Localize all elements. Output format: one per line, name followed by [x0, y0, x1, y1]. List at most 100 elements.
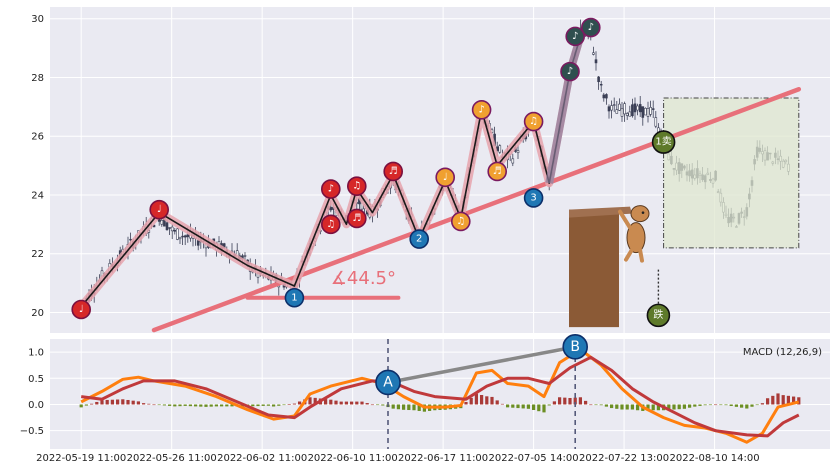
candle-body [612, 104, 616, 106]
candle-body [170, 226, 174, 232]
histogram-bar [157, 404, 161, 406]
candle-body [178, 236, 182, 240]
histogram-bar [199, 404, 203, 407]
histogram-bar [121, 399, 125, 405]
histogram-bar [402, 404, 406, 410]
histogram-bar [344, 401, 348, 405]
wave-marker-dot [435, 167, 456, 188]
histogram-bar [230, 404, 234, 407]
wave-marker-dot [71, 299, 91, 320]
cliff-icon [569, 206, 632, 328]
dog-arm [618, 209, 632, 230]
wave-marker-label: ♪ [478, 104, 484, 115]
histogram-bar [334, 400, 338, 405]
histogram-bar [495, 400, 499, 405]
candle-body [599, 84, 603, 86]
histogram-bar [396, 404, 400, 410]
histogram-bar [604, 404, 608, 407]
dog-body [626, 222, 646, 254]
price-ytick-label: 22 [31, 249, 44, 260]
histogram-bar [360, 401, 364, 405]
candle-body [597, 76, 600, 83]
histogram-bar [365, 403, 369, 405]
wave-marker-dot [471, 99, 492, 120]
wave-marker-label: ♬ [352, 213, 361, 224]
wave-marker: ♫ [523, 111, 544, 132]
histogram-bar [719, 404, 723, 406]
histogram-bar [547, 404, 551, 406]
histogram-bar [636, 404, 640, 411]
wave-marker-dot [409, 229, 430, 249]
wave-marker-dot [523, 188, 544, 208]
histogram-bar [511, 404, 515, 408]
histogram-bar [485, 396, 489, 405]
histogram-bar [407, 404, 411, 411]
histogram-bar [147, 403, 151, 405]
x-tick-label: 2022-05-19 11:00 [36, 453, 126, 464]
wave-marker-dot [646, 303, 671, 328]
histogram-bar [703, 404, 707, 406]
histogram-bar [563, 397, 567, 405]
candle-body [183, 235, 187, 238]
candle-body [651, 108, 655, 110]
candle-body [592, 52, 595, 55]
candle-body [618, 103, 621, 111]
wave-marker-label: ♪ [567, 66, 573, 77]
histogram-bar [329, 399, 333, 405]
angle-annotation: ∡44.5° [331, 268, 396, 289]
histogram-bar [162, 404, 166, 406]
dog-leg [638, 247, 644, 263]
wave-marker-label: 3 [530, 192, 536, 203]
wave-marker-label: ♪ [328, 184, 334, 195]
candle-body [511, 158, 515, 164]
histogram-bar [204, 404, 208, 407]
divergence-marker-label: A [383, 374, 393, 390]
histogram-bar [116, 399, 120, 405]
candle-body [602, 94, 606, 99]
candle-body [628, 111, 632, 117]
histogram-bar [84, 404, 88, 406]
x-tick-label: 2022-08-10 14:00 [669, 453, 759, 464]
wave-marker-label: 2 [416, 234, 422, 245]
histogram-bar [620, 404, 624, 410]
histogram-bar [209, 404, 213, 407]
x-tick-label: 2022-06-10 11:00 [308, 453, 398, 464]
divergence-line [387, 345, 576, 385]
histogram-bar [552, 401, 556, 405]
histogram-bar [729, 404, 733, 406]
wave-marker-label: ♫ [326, 219, 335, 230]
wave-marker: ♫ [346, 176, 367, 196]
histogram-bar [776, 393, 780, 405]
histogram-bar [178, 404, 182, 407]
x-tick-label: 2022-05-26 11:00 [127, 453, 217, 464]
divergence-marker-dot [375, 369, 401, 396]
histogram-bar [298, 401, 302, 405]
histogram-bar [100, 400, 104, 405]
histogram-bar [677, 404, 681, 410]
candle-body [605, 94, 608, 99]
candle-body [631, 104, 634, 117]
histogram-bar [625, 404, 629, 410]
histogram-bar [714, 404, 718, 406]
histogram-bar [599, 404, 603, 406]
histogram-bar [376, 404, 380, 406]
histogram-bar [745, 404, 749, 409]
histogram-bar [277, 404, 281, 406]
histogram-bar [90, 403, 94, 405]
price-ytick-label: 24 [31, 190, 44, 201]
histogram-bar [584, 400, 588, 405]
histogram-bar [521, 404, 525, 409]
histogram-bar [391, 404, 395, 409]
histogram-bar [578, 397, 582, 405]
histogram-bar [126, 399, 130, 405]
histogram-bar [339, 401, 343, 405]
histogram-bar [792, 396, 796, 405]
candle-body [243, 255, 247, 257]
histogram-bar [724, 404, 728, 406]
consolidation-box [663, 97, 800, 249]
macd-dif-line [80, 348, 800, 444]
wave-marker: ♬ [487, 161, 508, 182]
histogram-bar [194, 404, 198, 407]
histogram-bar [370, 404, 374, 406]
